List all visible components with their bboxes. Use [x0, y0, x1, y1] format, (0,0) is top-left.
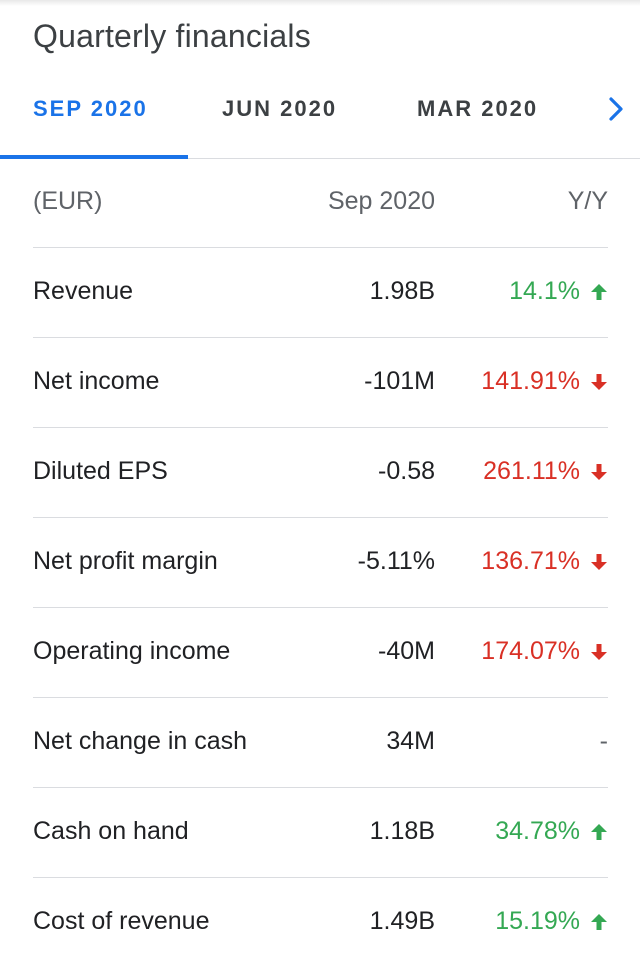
- metric-label: Net change in cash: [33, 727, 248, 755]
- page-title: Quarterly financials: [33, 18, 311, 54]
- yoy-change: 174.07%: [481, 637, 608, 666]
- metric-value: -5.11%: [357, 547, 435, 575]
- metric-value: 1.49B: [369, 907, 435, 935]
- yoy-change: 14.1%: [509, 277, 608, 306]
- yoy-change-text: 174.07%: [481, 637, 580, 665]
- active-tab-indicator: [0, 155, 188, 159]
- top-shadow: [0, 0, 640, 6]
- arrow-down-icon: [591, 463, 607, 480]
- metric-value: -40M: [378, 637, 435, 665]
- table-row-cash-on-hand: Cash on hand 1.18B 34.78%: [33, 788, 608, 878]
- table-row-operating-income: Operating income -40M 174.07%: [33, 608, 608, 698]
- yoy-change-text: 261.11%: [483, 457, 580, 485]
- metric-label: Revenue: [33, 277, 134, 305]
- table-header-row: (EUR) Sep 2020 Y/Y: [33, 158, 608, 248]
- yoy-change-text: 34.78%: [495, 817, 580, 845]
- table-row-diluted-eps: Diluted EPS -0.58 261.11%: [33, 428, 608, 518]
- arrow-down-icon: [591, 553, 607, 570]
- yoy-change: 15.19%: [495, 907, 608, 936]
- table-row-revenue: Revenue 1.98B 14.1%: [33, 248, 608, 338]
- tab-jun-2020[interactable]: JUN 2020: [222, 96, 338, 121]
- yoy-change-text: 141.91%: [481, 367, 580, 395]
- metric-value: -101M: [364, 367, 435, 395]
- table-row-net-change-in-cash: Net change in cash 34M -: [33, 698, 608, 788]
- tab-sep-2020[interactable]: SEP 2020: [33, 96, 148, 121]
- yoy-change: 136.71%: [481, 547, 608, 576]
- period-header: Sep 2020: [327, 187, 435, 215]
- metric-value: 1.18B: [369, 817, 435, 845]
- metric-label: Net profit margin: [33, 547, 218, 575]
- yoy-change-text: -: [599, 727, 608, 755]
- metric-value: 1.98B: [369, 277, 435, 305]
- yoy-change-text: 14.1%: [509, 277, 580, 305]
- metric-label: Operating income: [33, 637, 231, 665]
- metric-label: Cost of revenue: [33, 907, 210, 935]
- arrow-up-icon: [591, 283, 607, 300]
- metric-value: -0.58: [378, 457, 435, 485]
- arrow-down-icon: [591, 373, 607, 390]
- yoy-change-text: 136.71%: [481, 547, 580, 575]
- yoy-change-text: 15.19%: [495, 907, 580, 935]
- financials-table: (EUR) Sep 2020 Y/Y Revenue 1.98B 14.1% Net …: [33, 158, 608, 967]
- metric-value: 34M: [386, 727, 435, 755]
- yoy-change: 141.91%: [481, 367, 608, 396]
- metric-label: Diluted EPS: [33, 457, 168, 485]
- yoy-header: Y/Y: [567, 187, 608, 215]
- tab-mar-2020[interactable]: MAR 2020: [417, 96, 539, 121]
- metric-label: Net income: [33, 367, 160, 395]
- arrow-up-icon: [591, 823, 607, 840]
- table-row-net-income: Net income -101M 141.91%: [33, 338, 608, 428]
- period-tabs: SEP 2020 JUN 2020 MAR 2020: [0, 80, 640, 159]
- arrow-up-icon: [591, 913, 607, 930]
- metric-label: Cash on hand: [33, 817, 189, 845]
- yoy-change: 261.11%: [483, 457, 608, 486]
- yoy-change: -: [600, 727, 608, 756]
- table-row-net-profit-margin: Net profit margin -5.11% 136.71%: [33, 518, 608, 608]
- yoy-change: 34.78%: [495, 817, 608, 846]
- table-row-cost-of-revenue: Cost of revenue 1.49B 15.19%: [33, 878, 608, 967]
- arrow-down-icon: [591, 643, 607, 660]
- chevron-right-icon[interactable]: [603, 94, 629, 124]
- currency-header: (EUR): [33, 187, 103, 215]
